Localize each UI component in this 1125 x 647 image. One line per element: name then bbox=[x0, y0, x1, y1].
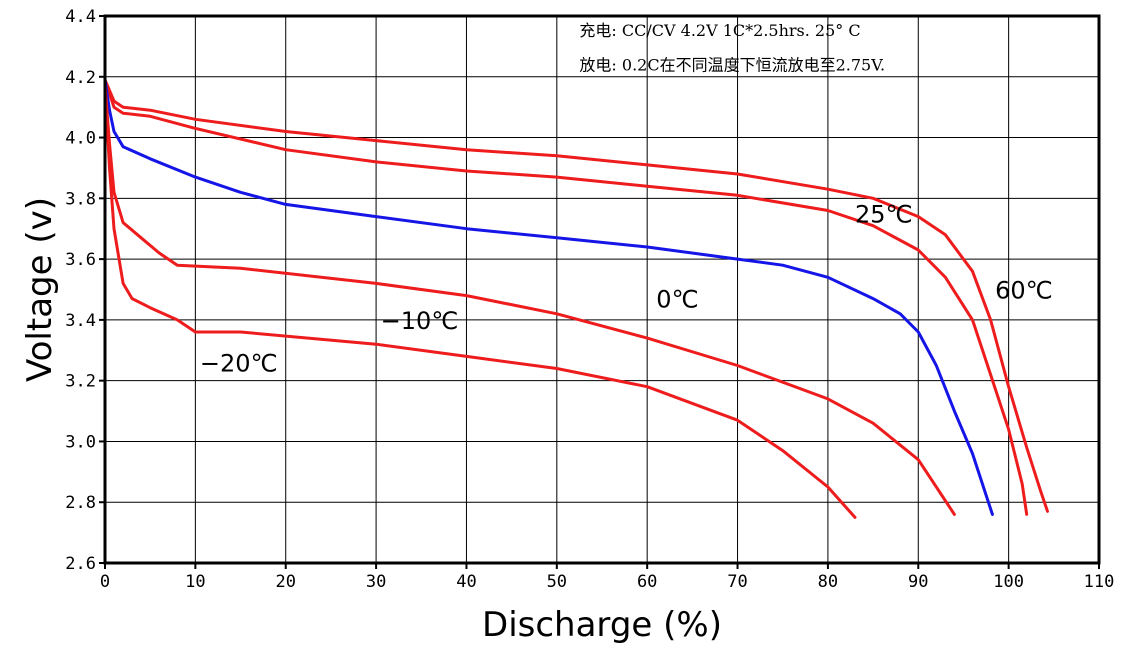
series-line-60 bbox=[103, 78, 1049, 513]
y-tick-label: 3.2 bbox=[65, 372, 96, 392]
x-tick-label: 30 bbox=[366, 572, 386, 592]
x-tick-label: 70 bbox=[727, 572, 747, 592]
y-tick-label: 4.0 bbox=[65, 129, 96, 149]
y-tick-label: 3.0 bbox=[65, 432, 96, 452]
x-tick-label: 60 bbox=[637, 572, 657, 592]
x-axis-title: Discharge (%) bbox=[482, 605, 722, 645]
x-tick-label: 90 bbox=[908, 572, 928, 592]
series-label: 0℃ bbox=[656, 286, 698, 314]
series-label: −20℃ bbox=[200, 350, 278, 378]
y-tick-label: 4.2 bbox=[65, 68, 96, 88]
x-tick-label: 0 bbox=[100, 572, 110, 592]
charge-condition-note: 充电: CC/CV 4.2V 1C*2.5hrs. 25° C bbox=[579, 21, 860, 40]
series-label-group: 25℃ 60℃ 0℃ −10℃ −20℃ bbox=[200, 201, 1053, 378]
y-tick-label: 4.4 bbox=[65, 7, 96, 27]
series-line-20 bbox=[103, 84, 857, 519]
y-axis-title: Voltage (v) bbox=[20, 197, 60, 382]
series-label: 60℃ bbox=[995, 277, 1052, 305]
x-tick-label: 110 bbox=[1084, 572, 1115, 592]
series-label: 25℃ bbox=[855, 201, 913, 229]
x-tick-label: 10 bbox=[185, 572, 205, 592]
x-tick-label: 20 bbox=[275, 572, 295, 592]
series-label: −10℃ bbox=[381, 307, 459, 335]
grid-lines bbox=[105, 16, 1099, 563]
x-tick-label: 100 bbox=[993, 572, 1024, 592]
x-tick-label: 50 bbox=[547, 572, 567, 592]
y-tick-label: 3.6 bbox=[65, 250, 96, 270]
series-line-25 bbox=[103, 78, 1029, 516]
y-tick-label: 3.8 bbox=[65, 189, 96, 209]
y-tick-label: 2.8 bbox=[65, 493, 96, 513]
series-line-10 bbox=[103, 84, 956, 516]
series-group bbox=[103, 78, 1049, 519]
series-line-0 bbox=[103, 78, 994, 516]
x-tick-label: 40 bbox=[456, 572, 476, 592]
y-tick-label: 2.6 bbox=[65, 554, 96, 574]
x-tick-label: 80 bbox=[818, 572, 838, 592]
plot-frame bbox=[103, 14, 1101, 565]
discharge-condition-note: 放电: 0.2C在不同温度下恒流放电至2.75V. bbox=[579, 56, 885, 75]
tick-group: 0 10 20 30 40 50 60 70 80 90 100 110 2.6 2.8 3.0 3.2 3.4… bbox=[65, 7, 1114, 592]
y-tick-label: 3.4 bbox=[65, 311, 96, 331]
